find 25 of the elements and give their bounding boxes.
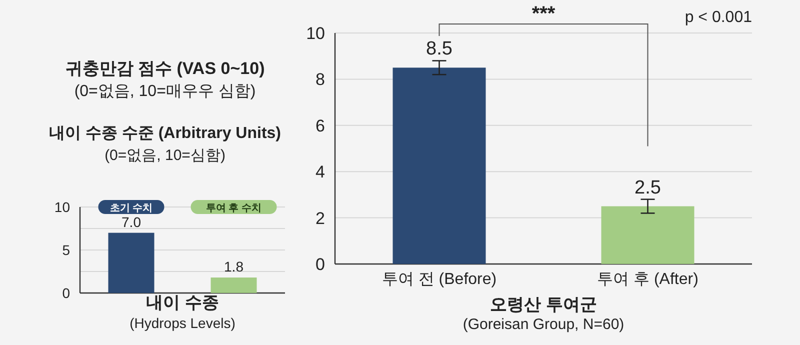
chart-subtitle: (0=없음, 10=심함) (104, 147, 226, 164)
text: (0=없음, 10=매우우 심함) (74, 83, 256, 100)
y-tick-label: 0 (62, 284, 70, 301)
text: *** (532, 3, 556, 25)
data-label: 2.5 (634, 177, 661, 198)
x-tick-label: 투여 후 (After) (597, 271, 698, 288)
y-tick-label: 4 (316, 162, 325, 182)
chart-title: 내이 수종 수준 (Arbitrary Units) (48, 125, 282, 142)
y-tick-label: 5 (62, 242, 70, 258)
y-tick-label: 0 (316, 254, 325, 274)
y-tick-label: 10 (54, 198, 70, 215)
y-tick-label: 2 (316, 208, 325, 228)
x-axis-title: 내이 수종 (Hydrops Levels) (130, 293, 236, 331)
y-tick-label: 6 (316, 116, 325, 136)
y-tick-label: 10 (306, 24, 325, 43)
text: p < 0.001 (684, 9, 752, 26)
x-tick-label: 투여 전 (Before) (382, 271, 497, 288)
data-label: 8.5 (426, 38, 452, 60)
data-label: 7.0 (122, 214, 142, 230)
x-tick-label: 투여 후 수치 (206, 203, 262, 214)
text: 귀충만감 점수 (VAS 0~10) (65, 59, 265, 78)
y-tick-label: 8 (316, 70, 325, 90)
x-tick-label: 초기 수치 (110, 203, 153, 214)
x-axis-title: 오령산 투여군 (Goreisan Group, N=60) (462, 295, 624, 333)
data-label: 1.8 (224, 258, 244, 275)
